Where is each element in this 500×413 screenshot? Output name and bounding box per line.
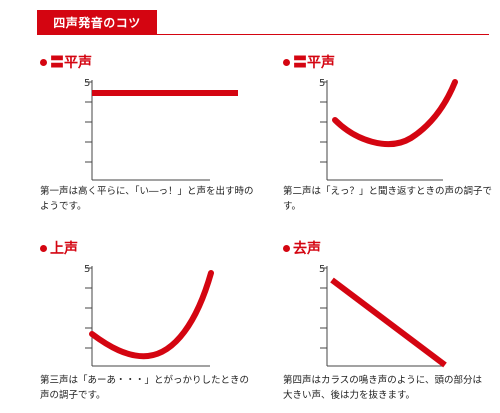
tone-panel-2: 〓 平声 5 第二声は「えっ？」と聞き返すときの声の調子で す。 [283,52,498,227]
tone-contour-chart: 5 [319,264,447,368]
caption-line: 声の調子です。 [40,390,106,401]
tone-caption: 第三声は「あーあ・・・」とがっかりしたときの 声の調子です。 [40,373,260,403]
caption-line: 第二声は「えっ？」と聞き返すときの声の調子で [283,186,493,197]
section-title: 四声発音のコツ [37,10,157,34]
tone-contour-chart: 5 [84,264,214,367]
bullet-dot-icon [283,58,290,66]
bullet-dot-icon [40,244,47,252]
tone-panel-3: 上声 5 第三声は「あーあ・・・」とがっかりしたときの 声の調子です。 [40,238,255,413]
tone-panel-1: 〓 平声 5 第一声は高く平らに、「い―っ！」と声を出す時の ようです。 [40,52,255,227]
tone-caption: 第二声は「えっ？」と聞き返すときの声の調子で す。 [283,184,500,214]
y-tick-label: 5 [319,78,325,89]
y-tick-label: 5 [84,264,90,275]
tone-title: 〓 平声 [40,52,92,72]
caption-line: す。 [283,201,302,212]
tone-panel-4: 去声 5 第四声はカラスの鳴き声のように、頭の部分は 大きい声、後は力を抜きます… [283,238,498,413]
tone-title-text: 上声 [50,241,78,257]
section-header: 四声発音のコツ [37,10,489,35]
bullet-dot-icon [283,244,290,252]
tone-title-text: 平声 [307,55,335,71]
tone-contour-line [332,79,458,148]
tone-title: 〓 平声 [283,52,335,72]
caption-line: 第三声は「あーあ・・・」とがっかりしたときの [40,375,250,386]
y-tick-label: 5 [319,264,325,275]
tone-caption: 第一声は高く平らに、「い―っ！」と声を出す時の ようです。 [40,184,260,214]
tone-contour-line [89,270,214,360]
tone-title-prefix: 〓 [50,55,64,71]
y-tick-label: 5 [84,78,90,89]
tone-title-prefix: 〓 [293,55,307,71]
tone-caption: 第四声はカラスの鳴き声のように、頭の部分は 大きい声、後は力を抜きます。 [283,373,500,403]
tone-title: 去声 [283,238,321,258]
tone-title: 上声 [40,238,78,258]
caption-line: ようです。 [40,201,87,212]
tone-title-text: 平声 [64,55,92,71]
caption-line: 第一声は高く平らに、「い―っ！」と声を出す時の [40,186,254,197]
tone-contour-chart: 5 [319,78,458,181]
tone-contour-line [330,277,447,368]
tone-contour-chart: 5 [84,78,238,181]
tone-title-text: 去声 [293,241,321,257]
bullet-dot-icon [40,58,47,66]
caption-line: 大きい声、後は力を抜きます。 [283,390,416,401]
caption-line: 第四声はカラスの鳴き声のように、頭の部分は [283,375,483,386]
